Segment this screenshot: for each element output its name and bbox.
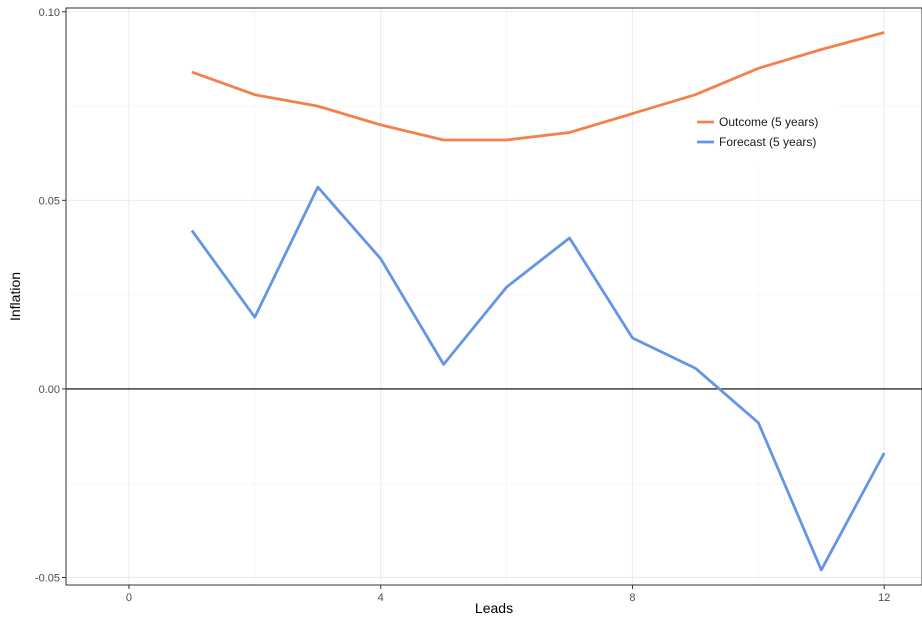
y-tick-label: 0.00 (39, 384, 60, 396)
y-axis: -0.05 0.00 0.05 0.10 (35, 7, 66, 584)
y-tick-label: 0.10 (39, 7, 60, 19)
x-tick-label: 0 (126, 592, 132, 604)
x-tick-label: 4 (378, 592, 384, 604)
series-line-outcome (191, 31, 885, 142)
series-line-forecast (190, 185, 886, 572)
x-axis: 0 4 8 12 (126, 585, 890, 604)
legend-background (686, 102, 836, 166)
legend: Outcome (5 years) Forecast (5 years) (686, 102, 836, 166)
legend-label-outcome: Outcome (5 years) (719, 115, 818, 129)
x-tick-label: 8 (629, 592, 635, 604)
series-layer (190, 31, 886, 572)
legend-label-forecast: Forecast (5 years) (719, 135, 816, 149)
y-tick-label: 0.05 (39, 195, 60, 207)
y-axis-title: Inflation (7, 272, 23, 321)
y-tick-label: -0.05 (35, 572, 60, 584)
x-axis-title: Leads (475, 600, 513, 616)
panel-border (65, 7, 922, 586)
x-tick-label: 12 (878, 592, 890, 604)
